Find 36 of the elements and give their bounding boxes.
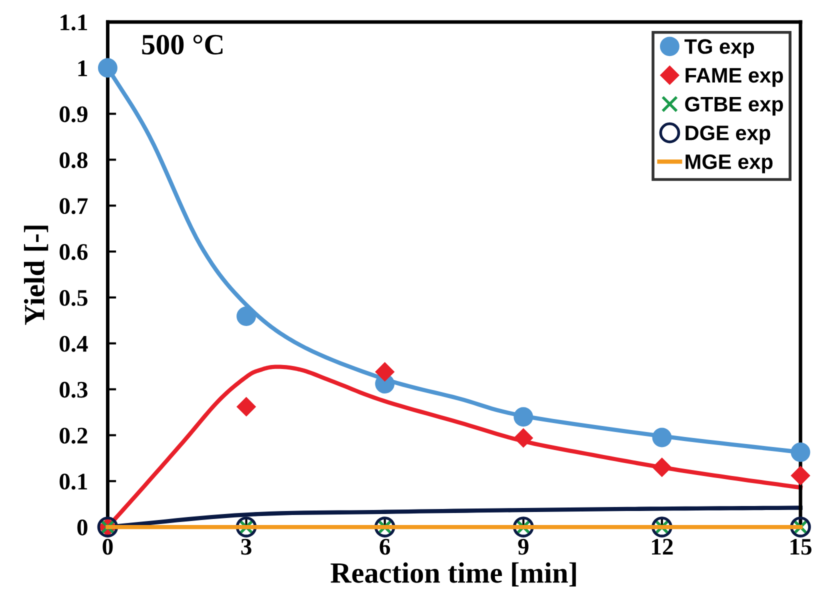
legend-label: MGE exp [686, 154, 773, 174]
x-tick-label: 3 [241, 538, 252, 555]
y-tick-label: 0.7 [60, 198, 88, 214]
legend-label: FAME exp [686, 68, 783, 87]
point [98, 58, 118, 78]
y-tick-label: 0.3 [60, 382, 88, 398]
y-tick-label: 0.4 [60, 336, 88, 352]
x-tick-label: 9 [518, 538, 528, 555]
point [514, 428, 533, 448]
point [236, 397, 256, 416]
x-tick-label: 15 [790, 538, 812, 555]
point [652, 458, 672, 477]
x-tick-label: 6 [380, 538, 390, 555]
x-axis-title: Reaction time [min] [330, 562, 576, 586]
x-tick-label: 12 [652, 538, 673, 555]
y-tick-label: 0.5 [60, 290, 88, 306]
annotation: 500 °C [142, 34, 223, 55]
legend-label: TG exp [684, 39, 754, 58]
y-tick-label: 0.6 [60, 244, 88, 260]
y-tick-label: 0.9 [60, 106, 88, 122]
point [375, 362, 394, 382]
point [652, 428, 672, 448]
point [790, 442, 810, 462]
y-tick-label: 0 [77, 520, 88, 536]
point [236, 306, 256, 326]
legend-label: DGE exp [686, 126, 770, 144]
y-axis-title: Yield [-] [24, 226, 48, 325]
legend-label: GTBE exp [685, 96, 783, 116]
x-tick-label: 0 [102, 538, 113, 555]
y-tick-label: 0.2 [60, 428, 88, 444]
point [514, 407, 534, 427]
y-tick-label: 1.1 [60, 14, 88, 30]
y-tick-label: 0.8 [60, 152, 88, 168]
point [790, 466, 810, 486]
y-tick-label: 0.1 [60, 474, 88, 490]
y-tick-label: 1 [78, 60, 88, 76]
